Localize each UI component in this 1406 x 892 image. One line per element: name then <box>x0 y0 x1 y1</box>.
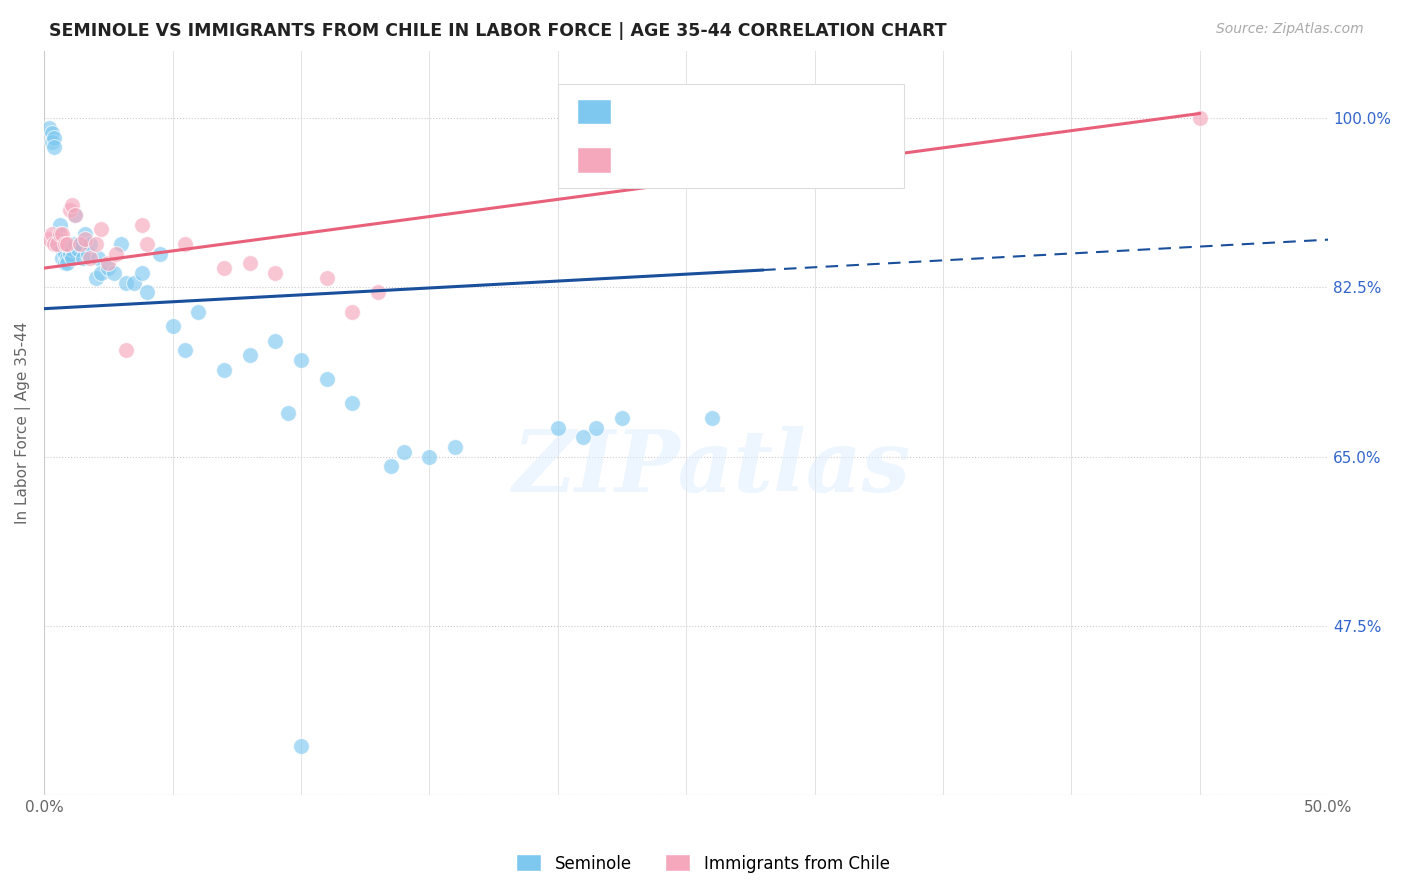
Point <box>38 120 60 135</box>
Point <box>97 256 120 270</box>
Point <box>56 256 79 270</box>
Point <box>46 236 69 251</box>
Point <box>380 459 402 474</box>
Point <box>51 242 73 256</box>
Text: ZIPatlas: ZIPatlas <box>513 425 911 509</box>
Point <box>44 140 66 154</box>
Point <box>56 252 79 266</box>
Point <box>90 222 112 236</box>
Point <box>290 352 312 367</box>
Legend: Seminole, Immigrants from Chile: Seminole, Immigrants from Chile <box>510 847 896 880</box>
Text: SEMINOLE VS IMMIGRANTS FROM CHILE IN LABOR FORCE | AGE 35-44 CORRELATION CHART: SEMINOLE VS IMMIGRANTS FROM CHILE IN LAB… <box>49 22 946 40</box>
Point <box>46 232 69 246</box>
Point <box>187 304 209 318</box>
Point <box>290 739 312 754</box>
Point <box>212 261 235 276</box>
Text: Source: ZipAtlas.com: Source: ZipAtlas.com <box>1216 22 1364 37</box>
Point <box>48 236 70 251</box>
Point <box>38 232 60 246</box>
Point <box>41 136 63 150</box>
Point <box>135 285 157 300</box>
Point <box>53 256 76 270</box>
Point <box>48 218 70 232</box>
Point <box>174 343 197 358</box>
Point <box>84 270 107 285</box>
Point <box>105 246 128 260</box>
Point <box>444 440 467 454</box>
Point <box>41 227 63 242</box>
Point <box>264 266 287 280</box>
Point <box>239 348 262 362</box>
Point <box>62 198 84 212</box>
Point <box>174 236 197 251</box>
Point <box>75 232 97 246</box>
Text: R = 0.446: R = 0.446 <box>613 151 720 170</box>
Point <box>97 261 120 276</box>
Point <box>315 270 337 285</box>
FancyBboxPatch shape <box>576 99 612 125</box>
Point <box>59 246 82 260</box>
Point <box>59 236 82 251</box>
Point <box>44 130 66 145</box>
Text: N = 29: N = 29 <box>761 151 835 170</box>
Point <box>75 227 97 242</box>
Point <box>79 252 101 266</box>
Point <box>59 203 82 218</box>
Point <box>115 343 138 358</box>
Point <box>367 285 389 300</box>
Point <box>547 420 569 434</box>
Y-axis label: In Labor Force | Age 35-44: In Labor Force | Age 35-44 <box>15 321 31 524</box>
Point <box>585 420 607 434</box>
Point <box>418 450 440 464</box>
Point <box>51 252 73 266</box>
Point <box>135 236 157 251</box>
Point <box>44 236 66 251</box>
Point <box>62 252 84 266</box>
Text: R = 0.063: R = 0.063 <box>613 103 720 122</box>
Point <box>53 236 76 251</box>
Point <box>572 430 595 444</box>
Point <box>72 252 94 266</box>
Point <box>115 276 138 290</box>
Point <box>239 256 262 270</box>
Point <box>122 276 145 290</box>
Point <box>76 246 98 260</box>
Point <box>212 362 235 376</box>
Point <box>51 227 73 242</box>
Point <box>84 236 107 251</box>
Point <box>41 126 63 140</box>
Point <box>66 242 89 256</box>
Point <box>131 218 153 232</box>
Point <box>162 319 184 334</box>
Point <box>62 242 84 256</box>
Point <box>392 444 415 458</box>
FancyBboxPatch shape <box>576 147 612 173</box>
Point <box>79 236 101 251</box>
Point <box>110 236 132 251</box>
Point <box>56 236 79 251</box>
Point <box>63 236 86 251</box>
Point <box>63 208 86 222</box>
Point <box>1188 112 1211 126</box>
Point <box>264 334 287 348</box>
Point <box>610 410 633 425</box>
Point <box>342 396 364 410</box>
FancyBboxPatch shape <box>558 84 904 187</box>
Point <box>700 410 723 425</box>
Point <box>277 406 299 420</box>
Point <box>53 246 76 260</box>
Point <box>69 236 91 251</box>
Point <box>46 236 69 251</box>
Point <box>315 372 337 386</box>
Point <box>131 266 153 280</box>
Point <box>103 266 125 280</box>
Text: N = 58: N = 58 <box>761 103 835 122</box>
Point <box>342 304 364 318</box>
Point <box>87 252 110 266</box>
Point <box>90 266 112 280</box>
Point <box>149 246 172 260</box>
Point <box>63 208 86 222</box>
Point <box>69 236 91 251</box>
Point <box>48 227 70 242</box>
